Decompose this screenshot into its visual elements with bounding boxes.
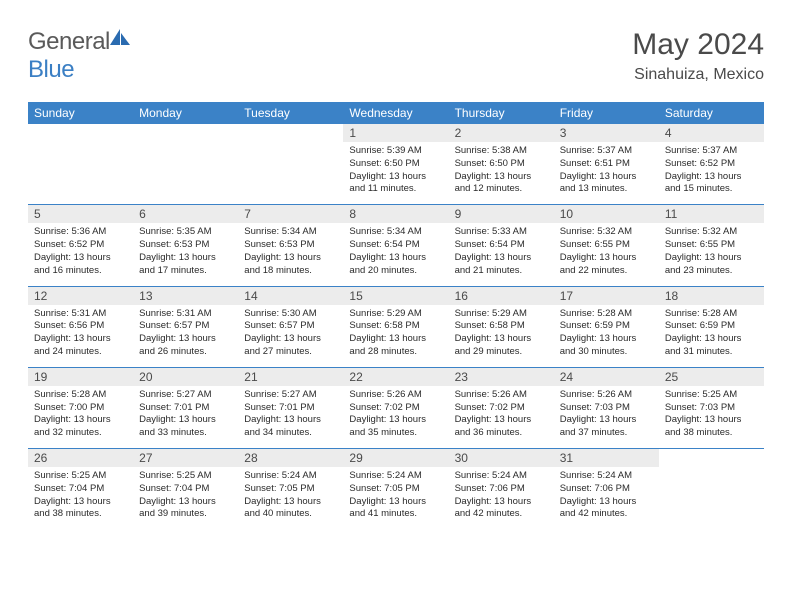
detail-cell: Sunrise: 5:26 AMSunset: 7:02 PMDaylight:… [343, 386, 448, 449]
detail-cell: Sunrise: 5:28 AMSunset: 6:59 PMDaylight:… [659, 305, 764, 368]
detail-cell: Sunrise: 5:31 AMSunset: 6:57 PMDaylight:… [133, 305, 238, 368]
daynum-cell: 31 [554, 449, 659, 467]
dow-cell: Friday [554, 102, 659, 124]
detail-cell: Sunrise: 5:24 AMSunset: 7:06 PMDaylight:… [554, 467, 659, 529]
detail-row: Sunrise: 5:31 AMSunset: 6:56 PMDaylight:… [28, 305, 764, 368]
detail-cell: Sunrise: 5:33 AMSunset: 6:54 PMDaylight:… [449, 223, 554, 286]
daynum-cell: 30 [449, 449, 554, 467]
logo-text: General Blue [28, 28, 132, 84]
dow-cell: Sunday [28, 102, 133, 124]
daynum-cell: 10 [554, 205, 659, 223]
daynum-cell [133, 124, 238, 142]
daynum-cell: 15 [343, 287, 448, 305]
daynum-cell: 6 [133, 205, 238, 223]
daynum-cell: 5 [28, 205, 133, 223]
daynum-cell: 29 [343, 449, 448, 467]
detail-cell: Sunrise: 5:30 AMSunset: 6:57 PMDaylight:… [238, 305, 343, 368]
detail-cell: Sunrise: 5:34 AMSunset: 6:54 PMDaylight:… [343, 223, 448, 286]
detail-cell: Sunrise: 5:24 AMSunset: 7:05 PMDaylight:… [343, 467, 448, 529]
daynum-cell [238, 124, 343, 142]
daynum-cell: 1 [343, 124, 448, 142]
daynum-cell: 14 [238, 287, 343, 305]
dow-row: SundayMondayTuesdayWednesdayThursdayFrid… [28, 102, 764, 124]
detail-cell: Sunrise: 5:24 AMSunset: 7:06 PMDaylight:… [449, 467, 554, 529]
detail-cell: Sunrise: 5:26 AMSunset: 7:03 PMDaylight:… [554, 386, 659, 449]
daynum-cell: 20 [133, 368, 238, 386]
daynum-cell: 19 [28, 368, 133, 386]
detail-cell: Sunrise: 5:25 AMSunset: 7:03 PMDaylight:… [659, 386, 764, 449]
daynum-cell: 7 [238, 205, 343, 223]
daynum-cell: 25 [659, 368, 764, 386]
detail-row: Sunrise: 5:39 AMSunset: 6:50 PMDaylight:… [28, 142, 764, 205]
detail-row: Sunrise: 5:25 AMSunset: 7:04 PMDaylight:… [28, 467, 764, 529]
title-block: May 2024 Sinahuiza, Mexico [632, 28, 764, 84]
detail-cell: Sunrise: 5:31 AMSunset: 6:56 PMDaylight:… [28, 305, 133, 368]
daynum-cell: 23 [449, 368, 554, 386]
daynum-cell: 18 [659, 287, 764, 305]
location: Sinahuiza, Mexico [632, 66, 764, 84]
detail-cell [133, 142, 238, 205]
detail-cell: Sunrise: 5:25 AMSunset: 7:04 PMDaylight:… [28, 467, 133, 529]
daynum-cell: 4 [659, 124, 764, 142]
daynum-cell: 3 [554, 124, 659, 142]
dow-cell: Saturday [659, 102, 764, 124]
detail-cell [659, 467, 764, 529]
detail-cell: Sunrise: 5:27 AMSunset: 7:01 PMDaylight:… [133, 386, 238, 449]
detail-cell: Sunrise: 5:36 AMSunset: 6:52 PMDaylight:… [28, 223, 133, 286]
sail-icon [110, 27, 132, 47]
logo-part1: General [28, 28, 110, 55]
daynum-row: 262728293031 [28, 449, 764, 467]
detail-cell: Sunrise: 5:26 AMSunset: 7:02 PMDaylight:… [449, 386, 554, 449]
detail-cell: Sunrise: 5:34 AMSunset: 6:53 PMDaylight:… [238, 223, 343, 286]
detail-cell: Sunrise: 5:35 AMSunset: 6:53 PMDaylight:… [133, 223, 238, 286]
daynum-row: 12131415161718 [28, 287, 764, 305]
detail-cell: Sunrise: 5:28 AMSunset: 6:59 PMDaylight:… [554, 305, 659, 368]
detail-cell: Sunrise: 5:28 AMSunset: 7:00 PMDaylight:… [28, 386, 133, 449]
detail-cell [238, 142, 343, 205]
daynum-cell: 13 [133, 287, 238, 305]
detail-cell: Sunrise: 5:37 AMSunset: 6:52 PMDaylight:… [659, 142, 764, 205]
daynum-cell: 16 [449, 287, 554, 305]
detail-cell: Sunrise: 5:38 AMSunset: 6:50 PMDaylight:… [449, 142, 554, 205]
daynum-cell: 2 [449, 124, 554, 142]
daynum-cell: 12 [28, 287, 133, 305]
detail-cell: Sunrise: 5:24 AMSunset: 7:05 PMDaylight:… [238, 467, 343, 529]
detail-cell: Sunrise: 5:32 AMSunset: 6:55 PMDaylight:… [554, 223, 659, 286]
dow-cell: Monday [133, 102, 238, 124]
daynum-cell: 8 [343, 205, 448, 223]
logo-part2: Blue [28, 56, 74, 83]
detail-cell: Sunrise: 5:29 AMSunset: 6:58 PMDaylight:… [449, 305, 554, 368]
daynum-cell: 17 [554, 287, 659, 305]
daynum-cell [28, 124, 133, 142]
dow-cell: Wednesday [343, 102, 448, 124]
daynum-cell: 11 [659, 205, 764, 223]
detail-cell: Sunrise: 5:29 AMSunset: 6:58 PMDaylight:… [343, 305, 448, 368]
month-title: May 2024 [632, 28, 764, 62]
detail-cell: Sunrise: 5:37 AMSunset: 6:51 PMDaylight:… [554, 142, 659, 205]
dow-cell: Tuesday [238, 102, 343, 124]
daynum-row: 567891011 [28, 205, 764, 223]
detail-cell: Sunrise: 5:27 AMSunset: 7:01 PMDaylight:… [238, 386, 343, 449]
detail-cell [28, 142, 133, 205]
daynum-cell: 27 [133, 449, 238, 467]
daynum-row: 19202122232425 [28, 368, 764, 386]
daynum-cell: 9 [449, 205, 554, 223]
detail-cell: Sunrise: 5:39 AMSunset: 6:50 PMDaylight:… [343, 142, 448, 205]
detail-row: Sunrise: 5:36 AMSunset: 6:52 PMDaylight:… [28, 223, 764, 286]
detail-cell: Sunrise: 5:25 AMSunset: 7:04 PMDaylight:… [133, 467, 238, 529]
header: General Blue May 2024 Sinahuiza, Mexico [28, 28, 764, 84]
daynum-cell: 21 [238, 368, 343, 386]
daynum-cell: 24 [554, 368, 659, 386]
daynum-row: 1234 [28, 124, 764, 142]
daynum-cell: 28 [238, 449, 343, 467]
calendar-table: SundayMondayTuesdayWednesdayThursdayFrid… [28, 102, 764, 529]
daynum-cell: 26 [28, 449, 133, 467]
detail-cell: Sunrise: 5:32 AMSunset: 6:55 PMDaylight:… [659, 223, 764, 286]
detail-row: Sunrise: 5:28 AMSunset: 7:00 PMDaylight:… [28, 386, 764, 449]
daynum-cell [659, 449, 764, 467]
dow-cell: Thursday [449, 102, 554, 124]
daynum-cell: 22 [343, 368, 448, 386]
logo: General Blue [28, 28, 132, 84]
